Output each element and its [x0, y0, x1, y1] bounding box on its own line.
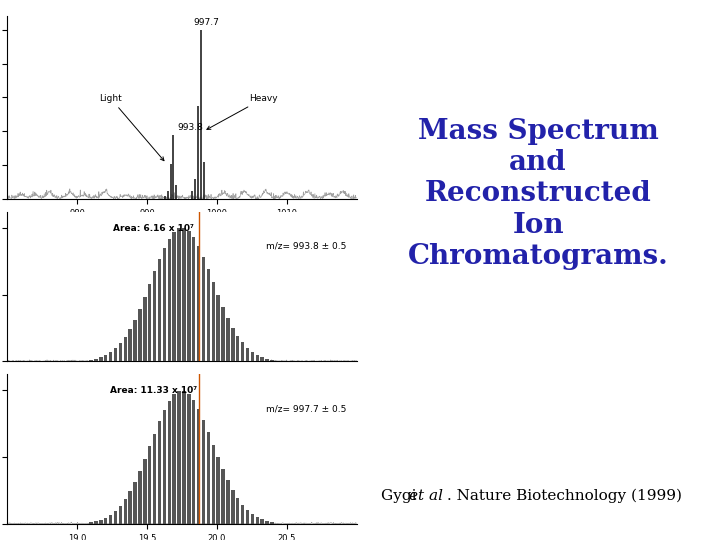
- Bar: [119, 343, 122, 361]
- Bar: [94, 521, 98, 524]
- Text: 997.7: 997.7: [194, 18, 220, 27]
- Bar: [124, 500, 127, 524]
- Bar: [197, 409, 200, 524]
- Bar: [163, 410, 166, 524]
- Bar: [104, 518, 107, 524]
- Bar: [241, 505, 244, 524]
- Bar: [99, 357, 102, 361]
- Text: Area: 6.16 x 10⁷: Area: 6.16 x 10⁷: [114, 224, 194, 233]
- Bar: [182, 228, 186, 361]
- Bar: [192, 400, 195, 524]
- Bar: [251, 514, 254, 524]
- Bar: [99, 519, 102, 524]
- Bar: [168, 239, 171, 361]
- Bar: [192, 238, 195, 361]
- Bar: [119, 506, 122, 524]
- Bar: [182, 390, 186, 524]
- Bar: [202, 257, 205, 361]
- Bar: [212, 444, 215, 524]
- Bar: [143, 459, 147, 524]
- Bar: [148, 447, 151, 524]
- Bar: [251, 352, 254, 361]
- Bar: [94, 359, 98, 361]
- Bar: [148, 284, 151, 361]
- Bar: [133, 482, 137, 524]
- Bar: [114, 511, 117, 524]
- Bar: [221, 469, 225, 524]
- Bar: [261, 519, 264, 524]
- Bar: [172, 232, 176, 361]
- Bar: [89, 360, 93, 361]
- Bar: [226, 318, 230, 361]
- Bar: [231, 490, 235, 524]
- Bar: [168, 401, 171, 524]
- Bar: [197, 246, 200, 361]
- Bar: [187, 394, 191, 524]
- Bar: [158, 259, 161, 361]
- Text: Area: 11.33 x 10⁷: Area: 11.33 x 10⁷: [110, 386, 197, 395]
- Bar: [109, 515, 112, 524]
- Bar: [104, 355, 107, 361]
- Bar: [114, 348, 117, 361]
- Bar: [236, 336, 240, 361]
- Bar: [226, 481, 230, 524]
- Bar: [256, 355, 259, 361]
- Bar: [128, 491, 132, 524]
- Bar: [256, 517, 259, 524]
- Bar: [177, 391, 181, 524]
- Bar: [212, 282, 215, 361]
- Bar: [270, 522, 274, 524]
- Bar: [202, 420, 205, 524]
- Bar: [241, 342, 244, 361]
- Bar: [221, 307, 225, 361]
- Bar: [124, 337, 127, 361]
- Text: Mass Spectrum
and
Reconstructed
Ion
Chromatograms.: Mass Spectrum and Reconstructed Ion Chro…: [408, 118, 669, 270]
- X-axis label: m/z: m/z: [171, 223, 192, 233]
- Bar: [187, 231, 191, 361]
- Bar: [133, 320, 137, 361]
- Bar: [177, 228, 181, 361]
- Bar: [246, 348, 249, 361]
- Bar: [266, 359, 269, 361]
- Bar: [158, 421, 161, 524]
- Bar: [207, 269, 210, 361]
- Text: m/z= 997.7 ± 0.5: m/z= 997.7 ± 0.5: [266, 404, 346, 413]
- Bar: [172, 394, 176, 524]
- Bar: [261, 357, 264, 361]
- Bar: [217, 295, 220, 361]
- Bar: [153, 434, 156, 524]
- Bar: [270, 360, 274, 361]
- Bar: [143, 297, 147, 361]
- Text: et al: et al: [409, 489, 443, 503]
- Bar: [207, 432, 210, 524]
- Bar: [217, 457, 220, 524]
- Bar: [109, 352, 112, 361]
- Bar: [246, 510, 249, 524]
- Bar: [236, 498, 240, 524]
- Bar: [138, 471, 142, 524]
- Bar: [266, 521, 269, 524]
- Bar: [138, 309, 142, 361]
- Bar: [153, 271, 156, 361]
- Bar: [163, 248, 166, 361]
- Text: Light: Light: [99, 94, 164, 161]
- Bar: [231, 328, 235, 361]
- Bar: [89, 522, 93, 524]
- Text: m/z= 993.8 ± 0.5: m/z= 993.8 ± 0.5: [266, 242, 346, 251]
- Text: Gygi: Gygi: [381, 489, 421, 503]
- Text: . Nature Biotechnology (1999): . Nature Biotechnology (1999): [447, 489, 683, 503]
- Text: Heavy: Heavy: [207, 94, 278, 130]
- Bar: [128, 329, 132, 361]
- Text: 993.8: 993.8: [177, 123, 203, 132]
